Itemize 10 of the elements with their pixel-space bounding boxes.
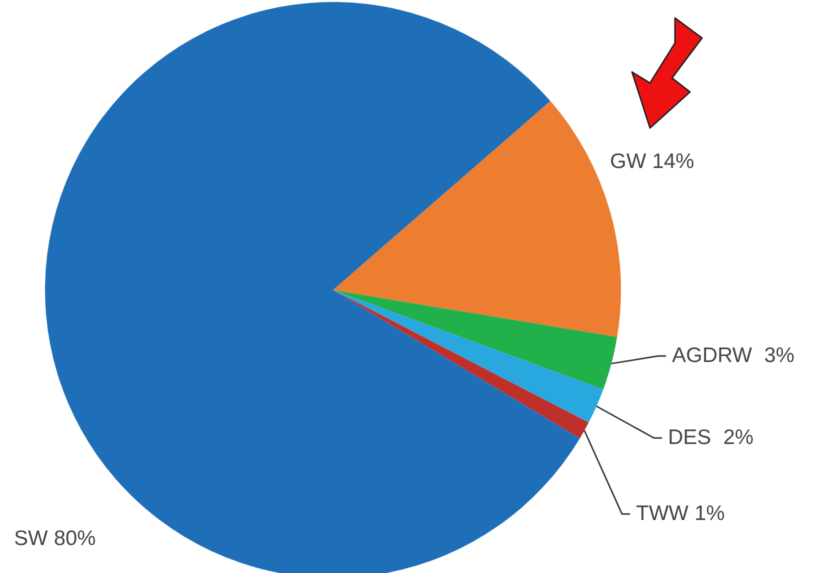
slice-label: TWW bbox=[636, 502, 688, 525]
data-label: 80% bbox=[54, 527, 96, 550]
slice-label: AGDRW bbox=[672, 344, 752, 367]
data-label: 14% bbox=[652, 150, 694, 173]
data-label: 3% bbox=[764, 344, 794, 367]
data-label: 1% bbox=[694, 502, 725, 525]
slice-label: DES bbox=[668, 426, 712, 449]
slice-label: GW bbox=[610, 150, 646, 173]
data-label: 2% bbox=[723, 426, 754, 449]
slice-label: SW bbox=[14, 527, 48, 550]
